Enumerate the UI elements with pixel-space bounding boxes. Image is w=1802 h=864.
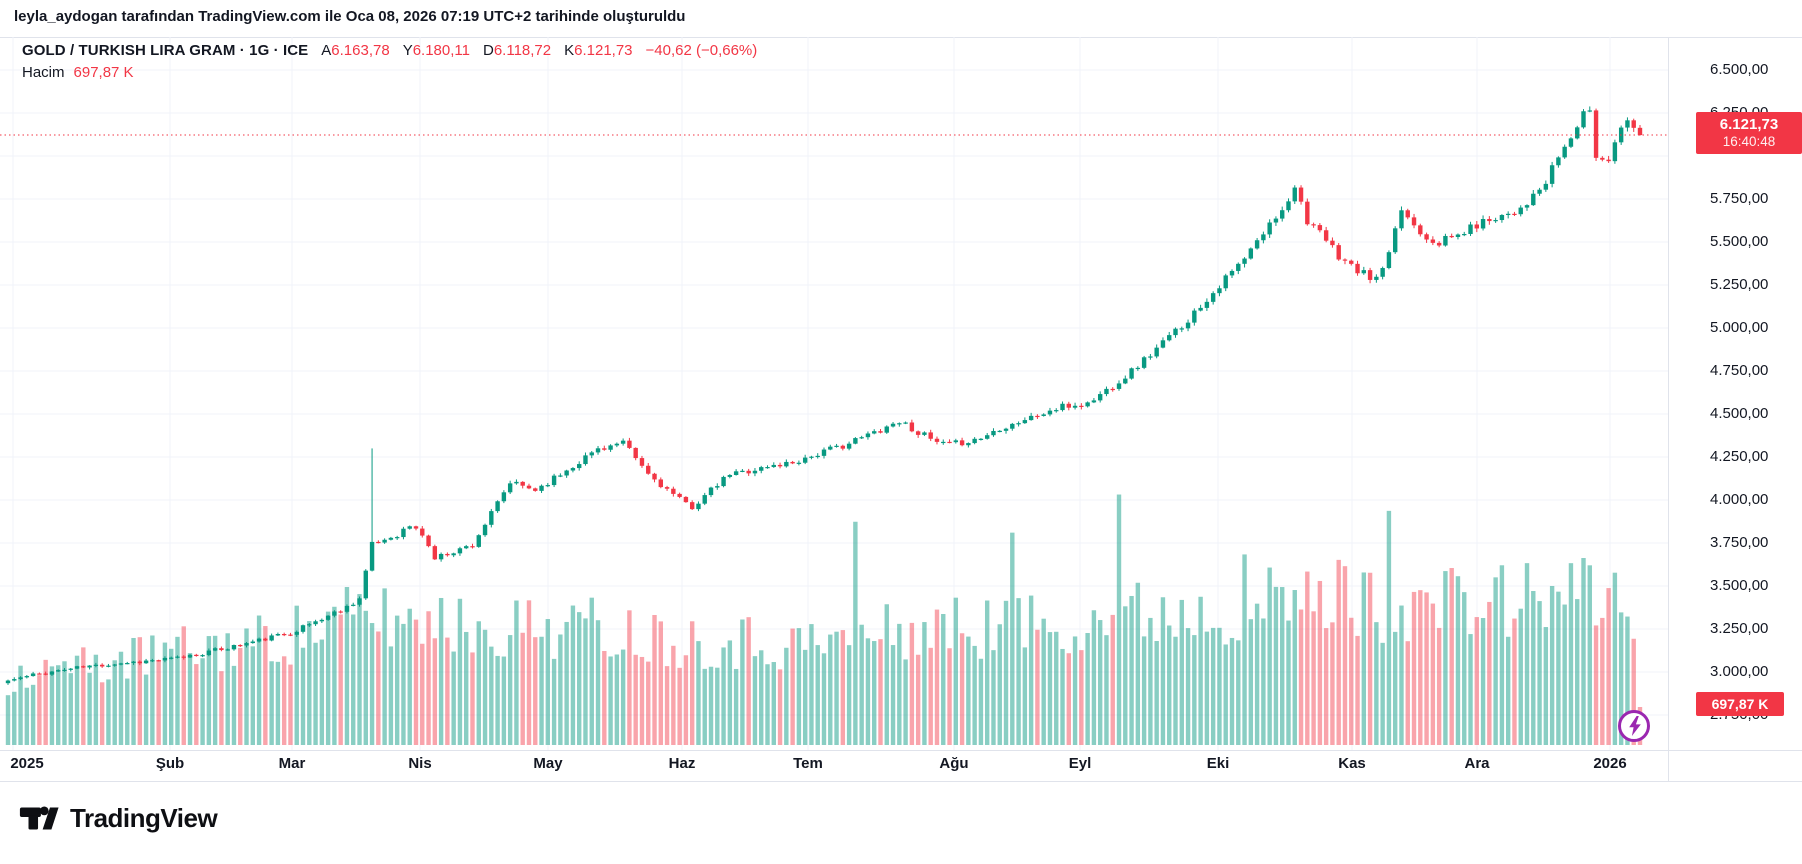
chart-bottom-border	[0, 781, 1802, 782]
price-tick-label: 4.250,00	[1710, 448, 1769, 465]
time-axis[interactable]	[0, 751, 1802, 781]
time-tick-label: Eki	[1206, 755, 1230, 772]
time-tick-label: Şub	[155, 755, 185, 772]
chart-top-border	[0, 37, 1802, 38]
last-price: 6.121,73	[1719, 116, 1779, 134]
volume-legend: Hacim 697,87 K	[22, 64, 134, 81]
price-tick-label: 5.750,00	[1710, 190, 1769, 207]
time-tick-label: May	[533, 755, 563, 772]
time-tick-label: Nis	[408, 755, 432, 772]
price-tick-label: 5.250,00	[1710, 276, 1769, 293]
tradingview-logo[interactable]: TradingView	[18, 798, 218, 838]
price-tick-label: 3.750,00	[1710, 534, 1769, 551]
price-tick-label: 4.000,00	[1710, 491, 1769, 508]
countdown-timer: 16:40:48	[1722, 134, 1776, 150]
price-tick-label: 4.750,00	[1710, 362, 1769, 379]
price-tick-label: 3.000,00	[1710, 663, 1769, 680]
price-tick-label: 6.500,00	[1710, 61, 1769, 78]
price-tick-label: 3.250,00	[1710, 620, 1769, 637]
time-tick-label: Tem	[793, 755, 823, 772]
lightning-bolt-icon	[1629, 716, 1641, 736]
change-value: −40,62 (−0,66%)	[645, 42, 758, 59]
price-tick-label: 3.500,00	[1710, 577, 1769, 594]
time-tick-label: Eyl	[1068, 755, 1092, 772]
last-price-badge: 6.121,73 16:40:48	[1696, 112, 1802, 155]
candlestick-chart[interactable]	[0, 0, 1802, 781]
symbol-legend: GOLD / TURKISH LIRA GRAM · 1G · ICE A6.1…	[22, 42, 757, 59]
time-tick-label: 2026	[1593, 755, 1627, 772]
time-tick-label: Haz	[668, 755, 696, 772]
time-tick-label: Ara	[1464, 755, 1490, 772]
time-tick-label: 2025	[10, 755, 44, 772]
ohlc-open: A6.163,78	[321, 42, 390, 59]
ohlc-close: K6.121,73	[564, 42, 633, 59]
instant-data-button[interactable]	[1618, 710, 1650, 742]
time-tick-label: Ağu	[939, 755, 969, 772]
time-axis-border	[0, 750, 1802, 751]
volume-axis-badge: 697,87 K	[1696, 692, 1784, 716]
ohlc-high: Y6.180,11	[402, 42, 470, 59]
chart-pane[interactable]	[0, 37, 1668, 750]
tradingview-logo-text: TradingView	[70, 802, 218, 833]
ohlc-low: D6.118,72	[482, 42, 552, 59]
price-axis-border	[1668, 37, 1669, 781]
volume-value: 697,87 K	[73, 64, 134, 81]
time-tick-label: Kas	[1338, 755, 1366, 772]
volume-label: Hacim	[22, 64, 65, 81]
price-tick-label: 5.500,00	[1710, 233, 1769, 250]
price-tick-label: 4.500,00	[1710, 405, 1769, 422]
price-tick-label: 5.000,00	[1710, 319, 1769, 336]
time-tick-label: Mar	[278, 755, 306, 772]
symbol-title[interactable]: GOLD / TURKISH LIRA GRAM · 1G · ICE	[22, 42, 309, 59]
tradingview-logo-icon	[19, 806, 59, 830]
attribution-text: leyla_aydogan tarafından TradingView.com…	[14, 8, 686, 25]
